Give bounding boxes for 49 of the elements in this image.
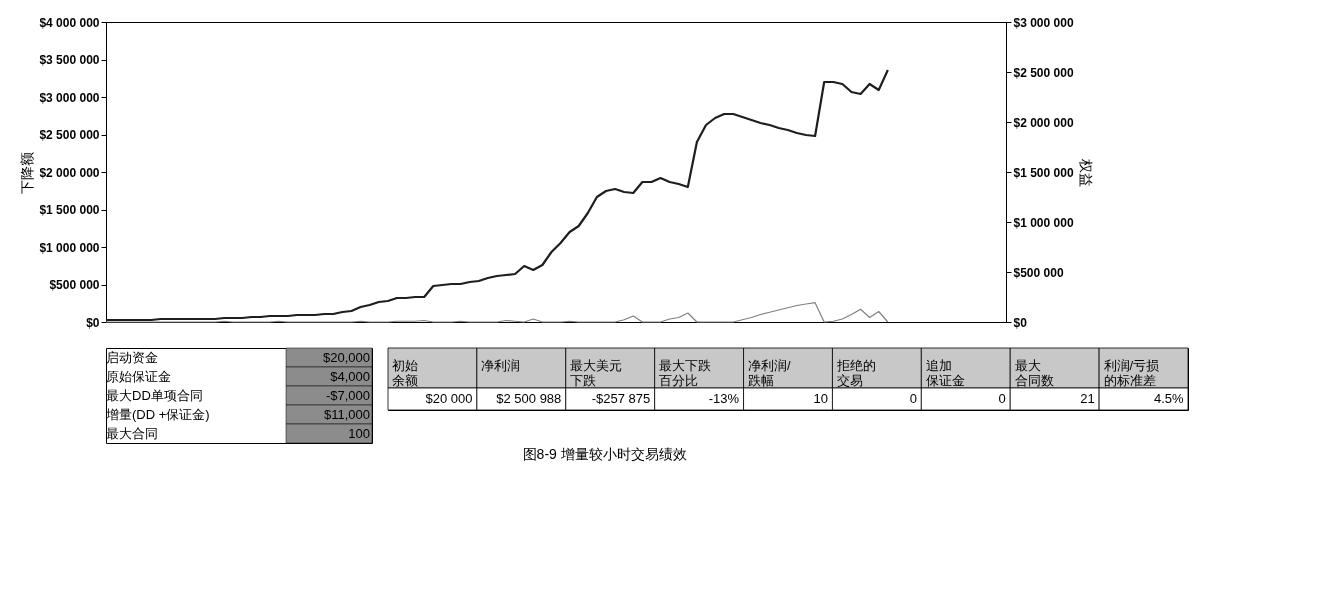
category-label: 最大合同数	[1014, 358, 1054, 388]
y-tick-label: $2 500 000	[39, 128, 100, 142]
text: -$7,000	[325, 387, 370, 403]
y-tick-label: $1 000 000	[39, 240, 100, 255]
category-label: 最大美元下跌	[570, 358, 623, 388]
text: $4,000	[330, 368, 370, 384]
category-label: 追加保证金	[925, 358, 965, 388]
category-label: 拒绝的交易	[835, 358, 876, 388]
y2-tick-label: $2 000 000	[1013, 115, 1074, 130]
text: 0	[998, 391, 1006, 406]
y2-tick-label: $3 000 000	[1013, 15, 1074, 30]
y-tick-label: $2 000 000	[39, 165, 100, 180]
category-label: 最大DD单项合同	[106, 387, 203, 403]
y2-tick-label: $0	[1013, 315, 1028, 330]
text: -13%	[708, 391, 740, 406]
line-series	[105, 302, 889, 323]
y-tick-label: $1 500 000	[39, 203, 100, 217]
text: $11,000	[323, 406, 370, 422]
y2-axis-title: 权益	[1077, 157, 1094, 187]
category-label: 初始余额	[392, 358, 419, 388]
text: $20,000	[323, 349, 370, 365]
category-label: 利润/亏损的标准差	[1103, 358, 1160, 388]
text: 4.5%	[1153, 391, 1184, 406]
y-tick-label: $4 000 000	[39, 15, 100, 30]
category-label: 净利润/跌幅	[748, 358, 791, 388]
text: 10	[813, 391, 828, 406]
y-tick-label: $3 000 000	[39, 90, 100, 105]
category-label: 启动资金	[106, 349, 158, 365]
text: $20 000	[425, 391, 473, 406]
y-tick-label: $0	[86, 315, 100, 330]
y2-tick-label: $500 000	[1013, 265, 1064, 280]
y2-tick-label: $1 500 000	[1013, 165, 1074, 180]
category-label: 原始保证金	[106, 368, 171, 384]
text: 图8-9 增量较小时交易绩效	[522, 445, 687, 462]
y2-tick-label: $2 500 000	[1013, 65, 1074, 80]
text: 100	[348, 425, 370, 441]
category-label: 增量(DD +保证金)	[105, 406, 210, 422]
line-series	[104, 68, 889, 322]
category-label: 最大合同	[106, 425, 158, 441]
text: 0	[909, 391, 917, 406]
category-label: 最大下跌百分比	[659, 358, 712, 388]
text: 21	[1080, 391, 1095, 406]
y2-tick-label: $1 000 000	[1013, 215, 1074, 230]
category-label: 净利润	[481, 358, 521, 373]
text: $2 500 988	[496, 391, 562, 406]
y-tick-label: $500 000	[49, 278, 100, 292]
y-tick-label: $3 500 000	[39, 53, 100, 67]
text: -$257 875	[591, 391, 651, 406]
y-axis-title: 下降额	[19, 151, 36, 194]
